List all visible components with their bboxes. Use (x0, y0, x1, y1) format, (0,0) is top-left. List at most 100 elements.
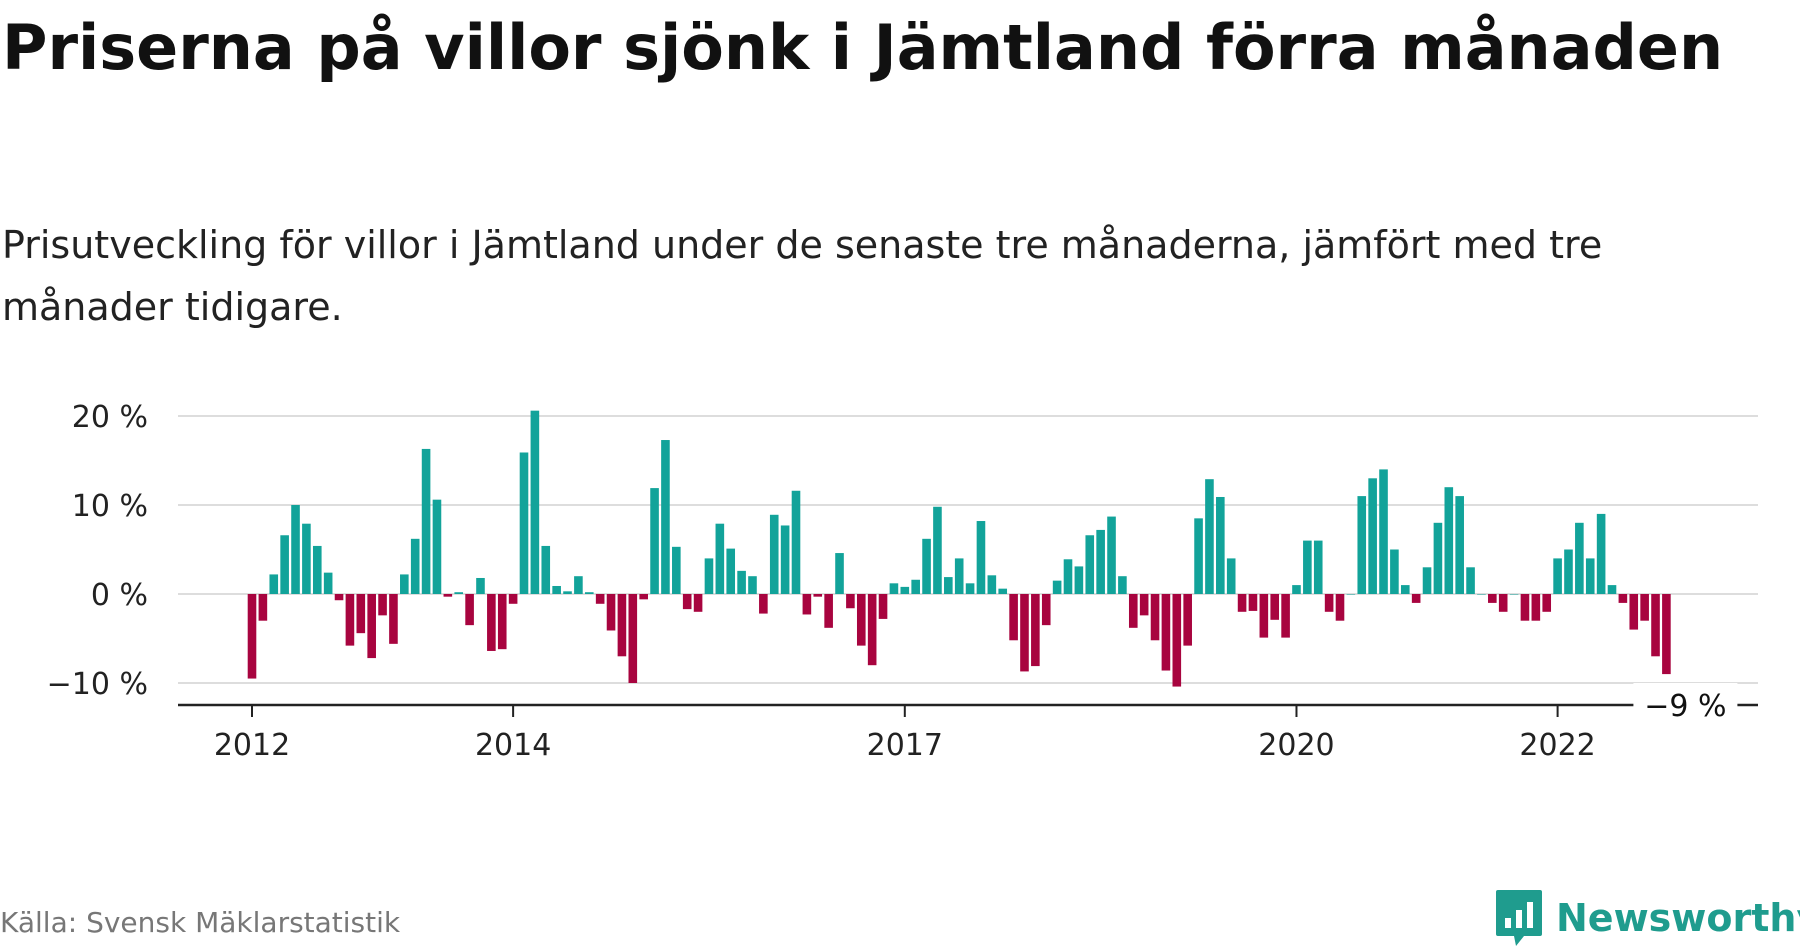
bar (400, 574, 409, 594)
bar (1118, 576, 1127, 594)
bar (878, 594, 888, 619)
bar (454, 592, 464, 594)
bar (813, 594, 823, 597)
bar (487, 594, 496, 651)
bar (1618, 594, 1628, 603)
bar (1531, 594, 1541, 621)
bar (1139, 594, 1149, 616)
bar (987, 575, 997, 594)
bar (1216, 496, 1225, 594)
bar (410, 538, 420, 594)
bar (780, 525, 790, 594)
bar (1575, 522, 1584, 594)
bar (345, 594, 355, 646)
bar (1270, 594, 1280, 620)
bar (1640, 594, 1649, 621)
bar (737, 570, 746, 594)
bar (302, 523, 311, 594)
last-value-label: −9 % (1644, 689, 1726, 724)
bar (1074, 566, 1084, 594)
x-tick-label: 2022 (1519, 728, 1595, 763)
bar (1205, 479, 1214, 594)
bar (900, 586, 910, 594)
bar (465, 594, 474, 626)
bar (541, 545, 551, 594)
bar (802, 594, 812, 615)
newsworthy-logo-icon (1496, 890, 1542, 946)
bar (1128, 594, 1138, 628)
bar (911, 579, 920, 594)
bar (584, 592, 594, 594)
bar (889, 583, 899, 594)
bar (1183, 594, 1192, 646)
bar (421, 448, 431, 594)
bar (867, 594, 877, 666)
bar (356, 594, 366, 634)
y-tick-label: 0 % (91, 578, 148, 613)
bar (1292, 585, 1301, 594)
last-value-label-bg (1633, 683, 1738, 727)
bar (1455, 496, 1464, 594)
bar (1477, 594, 1486, 595)
bar (1422, 567, 1432, 594)
bar (1313, 540, 1323, 594)
bar (1662, 594, 1671, 675)
chart-title: Priserna på villor sjönk i Jämtland förr… (2, 11, 1724, 84)
bar (1400, 585, 1410, 594)
y-tick-label: 10 % (72, 489, 148, 524)
bar (595, 594, 605, 604)
bar (1161, 594, 1171, 671)
chart-subtitle: Prisutveckling för villor i Jämtland und… (2, 223, 1603, 329)
bar (530, 410, 540, 594)
bar (563, 591, 572, 594)
bar (650, 488, 659, 594)
bar (639, 594, 648, 600)
x-tick-label: 2020 (1258, 728, 1334, 763)
bar (1542, 594, 1552, 612)
bar (519, 452, 529, 594)
bar (1368, 478, 1377, 594)
bar (1009, 594, 1018, 641)
bar (628, 594, 638, 683)
bar (1085, 535, 1095, 594)
bar (1553, 558, 1562, 594)
last-value-annotation: −9 % (1633, 683, 1738, 727)
bar (1607, 585, 1617, 594)
bar (432, 499, 442, 594)
x-tick-label: 2014 (475, 728, 551, 763)
bar (791, 490, 801, 594)
bar (1303, 540, 1312, 594)
bar (1585, 558, 1595, 594)
bar (1096, 529, 1105, 594)
bar (552, 585, 561, 594)
bar (715, 523, 725, 594)
bar (976, 521, 986, 594)
bar (1379, 469, 1388, 594)
bar (682, 594, 692, 610)
bar (280, 535, 289, 594)
newsworthy-logo: Newsworthy (1494, 888, 1800, 948)
x-tick-label: 2017 (867, 728, 943, 763)
bar (759, 594, 768, 614)
bar (1324, 594, 1334, 612)
bar (824, 594, 833, 628)
bar (476, 577, 485, 594)
bar (835, 553, 844, 594)
bars (247, 410, 1671, 687)
source-note: Källa: Svensk Mäklarstatistik (0, 906, 401, 939)
bar (1107, 516, 1116, 594)
bar (1433, 522, 1443, 594)
bar (693, 594, 703, 612)
bar (1596, 513, 1606, 594)
bar (497, 594, 507, 650)
bar-chart: 20 % 10 % 0 % −10 % 2012 2014 2017 2020 2022 −9… (47, 400, 1758, 763)
bar (1346, 594, 1356, 595)
bar (574, 576, 583, 594)
y-axis: 20 % 10 % 0 % −10 % (47, 400, 148, 702)
bar (1488, 594, 1497, 603)
bar (846, 594, 855, 609)
bar (769, 514, 779, 594)
bar (1052, 580, 1062, 594)
bar (661, 440, 670, 594)
bar (1194, 518, 1203, 594)
